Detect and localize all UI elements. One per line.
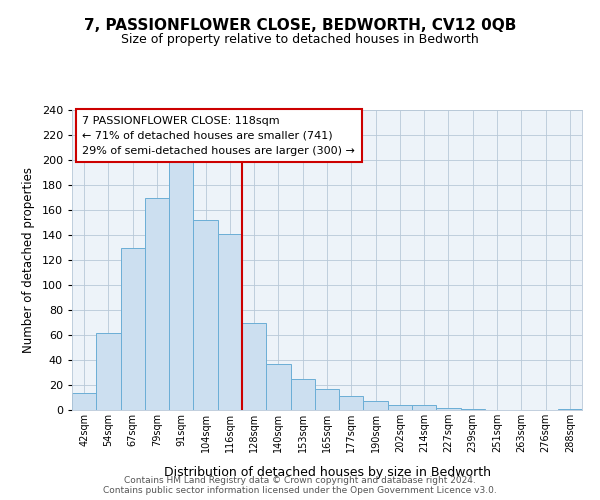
Bar [558,409,582,410]
Bar [461,409,485,410]
Bar [266,364,290,410]
Bar [145,198,169,410]
Bar [218,234,242,410]
Bar [364,401,388,410]
Text: Contains HM Land Registry data © Crown copyright and database right 2024.: Contains HM Land Registry data © Crown c… [124,476,476,485]
Text: 7 PASSIONFLOWER CLOSE: 118sqm
← 71% of detached houses are smaller (741)
29% of : 7 PASSIONFLOWER CLOSE: 118sqm ← 71% of d… [82,116,355,156]
Text: Contains public sector information licensed under the Open Government Licence v3: Contains public sector information licen… [103,486,497,495]
Bar [72,392,96,410]
Bar [436,408,461,410]
Y-axis label: Number of detached properties: Number of detached properties [22,167,35,353]
Bar [388,405,412,410]
Bar [315,389,339,410]
Text: Size of property relative to detached houses in Bedworth: Size of property relative to detached ho… [121,32,479,46]
Bar [412,405,436,410]
Text: 7, PASSIONFLOWER CLOSE, BEDWORTH, CV12 0QB: 7, PASSIONFLOWER CLOSE, BEDWORTH, CV12 0… [84,18,516,32]
Bar [339,396,364,410]
Bar [290,379,315,410]
Bar [193,220,218,410]
Bar [96,332,121,410]
Bar [121,248,145,410]
Bar [242,322,266,410]
X-axis label: Distribution of detached houses by size in Bedworth: Distribution of detached houses by size … [163,466,491,479]
Bar [169,160,193,410]
